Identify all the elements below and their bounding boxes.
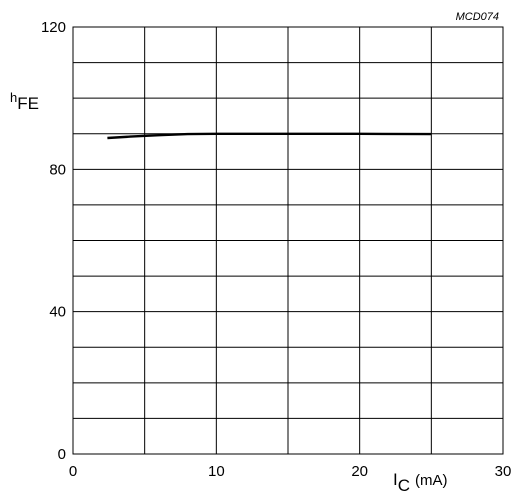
x-tick-label: 20 — [351, 463, 368, 480]
tick-labels: 0 10 20 30 0 40 80 120 — [41, 19, 511, 480]
grid — [73, 27, 503, 454]
series-line-hfe — [107, 132, 432, 140]
y-axis-label-sub: FE — [17, 94, 39, 113]
x-tick-label: 0 — [69, 463, 77, 480]
x-tick-label: 30 — [495, 463, 512, 480]
y-tick-label: 40 — [49, 304, 66, 321]
y-axis-label-main: h — [10, 90, 17, 105]
y-tick-label: 120 — [41, 19, 66, 36]
y-axis-label: hFE — [10, 90, 39, 113]
x-axis-label: IC (mA) — [393, 470, 448, 495]
figure-id: MCD074 — [456, 11, 499, 23]
x-axis-label-main: I — [393, 470, 398, 489]
x-tick-label: 10 — [208, 463, 225, 480]
x-axis-label-sub: C — [398, 476, 410, 495]
series-layer — [107, 132, 432, 140]
plot-frame — [72, 26, 504, 455]
x-axis-label-unit: (mA) — [415, 472, 448, 489]
y-tick-label: 0 — [58, 446, 66, 463]
y-tick-label: 80 — [49, 161, 66, 178]
